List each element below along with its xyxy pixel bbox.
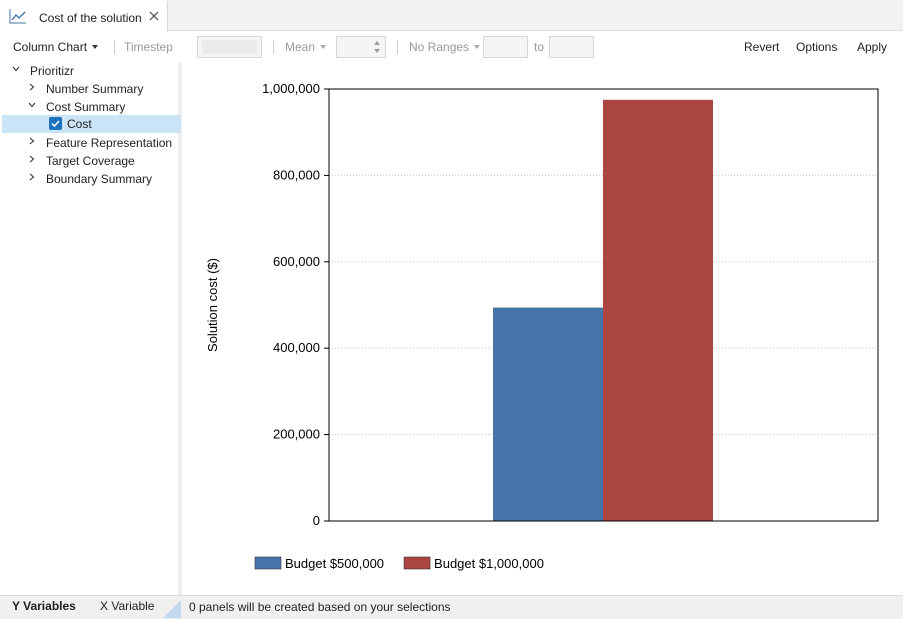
tree-node-prioritizr[interactable]: Prioritizr bbox=[0, 62, 178, 80]
bottom-bar: Y Variables X Variable 0 panels will be … bbox=[0, 595, 903, 619]
range-to-input[interactable] bbox=[549, 36, 594, 58]
legend-swatch bbox=[403, 556, 431, 570]
spin-down-icon[interactable] bbox=[374, 49, 380, 53]
tree-node-boundary-summary[interactable]: Boundary Summary bbox=[0, 170, 178, 188]
y-tick-label: 0 bbox=[313, 513, 320, 528]
chevron-right-icon[interactable] bbox=[28, 137, 36, 145]
options-button[interactable]: Options bbox=[796, 40, 838, 54]
statistic-dropdown[interactable]: Mean bbox=[285, 40, 327, 54]
y-tick-label: 800,000 bbox=[273, 167, 320, 182]
tree-node-number-summary[interactable]: Number Summary bbox=[0, 80, 178, 98]
y-tick-label: 200,000 bbox=[273, 427, 320, 442]
range-from-input[interactable] bbox=[483, 36, 528, 58]
chart-panel: 0 200,000 400,000 600,000 800,000 1,000,000 So… bbox=[186, 62, 903, 595]
tab-y-variables[interactable]: Y Variables bbox=[12, 599, 76, 613]
chevron-down-icon[interactable] bbox=[28, 101, 36, 109]
tab-corner-decoration bbox=[163, 600, 181, 618]
column-chart: 0 200,000 400,000 600,000 800,000 1,000,000 So… bbox=[205, 81, 879, 571]
bar-1[interactable] bbox=[493, 307, 603, 521]
y-tick-label: 1,000,000 bbox=[262, 81, 320, 96]
tab-title: Cost of the solution bbox=[39, 11, 142, 25]
plot-frame bbox=[328, 88, 879, 522]
chevron-down-icon bbox=[320, 45, 327, 49]
tree-node-label: Boundary Summary bbox=[46, 172, 153, 186]
tree-node-label: Number Summary bbox=[46, 82, 144, 96]
statistic-stepper[interactable] bbox=[336, 36, 386, 58]
bar-2[interactable] bbox=[603, 99, 713, 522]
y-tick-label: 400,000 bbox=[273, 340, 320, 355]
tree-node-cost-summary[interactable]: Cost Summary bbox=[0, 98, 178, 116]
spin-up-icon[interactable] bbox=[374, 41, 380, 45]
close-icon[interactable] bbox=[148, 10, 160, 22]
toolbar-separator bbox=[114, 40, 115, 54]
line-chart-icon bbox=[9, 9, 26, 24]
chevron-down-icon bbox=[92, 45, 99, 49]
tree-node-target-coverage[interactable]: Target Coverage bbox=[0, 152, 178, 170]
legend-label: Budget $1,000,000 bbox=[434, 556, 544, 571]
toolbar-separator bbox=[273, 40, 274, 54]
y-tick-label: 600,000 bbox=[273, 254, 320, 269]
timestep-input[interactable] bbox=[197, 36, 262, 58]
chevron-right-icon[interactable] bbox=[28, 155, 36, 163]
tree-node-feature-representation[interactable]: Feature Representation bbox=[0, 134, 178, 152]
y-axis-label: Solution cost ($) bbox=[205, 258, 220, 352]
chevron-right-icon[interactable] bbox=[28, 173, 36, 181]
chevron-right-icon[interactable] bbox=[28, 83, 36, 91]
chevron-down-icon[interactable] bbox=[12, 65, 20, 73]
range-to-label: to bbox=[534, 40, 545, 54]
variable-tree: Prioritizr Number Summary Cost Summary C… bbox=[0, 62, 182, 595]
status-text: 0 panels will be created based on your s… bbox=[189, 600, 451, 614]
tab-x-variable[interactable]: X Variable bbox=[100, 599, 155, 613]
tree-node-cost[interactable]: Cost bbox=[2, 115, 181, 133]
check-icon bbox=[51, 120, 60, 128]
toolbar: Column Chart Timestep Mean No Ranges to … bbox=[0, 32, 903, 62]
chevron-down-icon bbox=[474, 45, 481, 49]
tree-node-label: Cost Summary bbox=[46, 100, 126, 114]
timestep-label: Timestep bbox=[124, 40, 173, 54]
apply-button[interactable]: Apply bbox=[857, 40, 888, 54]
tree-node-label: Prioritizr bbox=[30, 64, 74, 78]
legend-swatch bbox=[254, 556, 282, 570]
ranges-dropdown[interactable]: No Ranges bbox=[409, 40, 481, 54]
chart-type-dropdown[interactable]: Column Chart bbox=[13, 40, 99, 54]
checkbox-checked[interactable] bbox=[49, 117, 62, 130]
document-tab-strip: Cost of the solution bbox=[0, 0, 903, 32]
toolbar-separator bbox=[397, 40, 398, 54]
tree-node-label: Cost bbox=[67, 117, 92, 131]
legend-label: Budget $500,000 bbox=[285, 556, 384, 571]
tree-node-label: Target Coverage bbox=[46, 154, 135, 168]
tab-cost-of-the-solution[interactable]: Cost of the solution bbox=[0, 0, 168, 32]
tree-node-label: Feature Representation bbox=[46, 136, 173, 150]
revert-button[interactable]: Revert bbox=[744, 40, 780, 54]
